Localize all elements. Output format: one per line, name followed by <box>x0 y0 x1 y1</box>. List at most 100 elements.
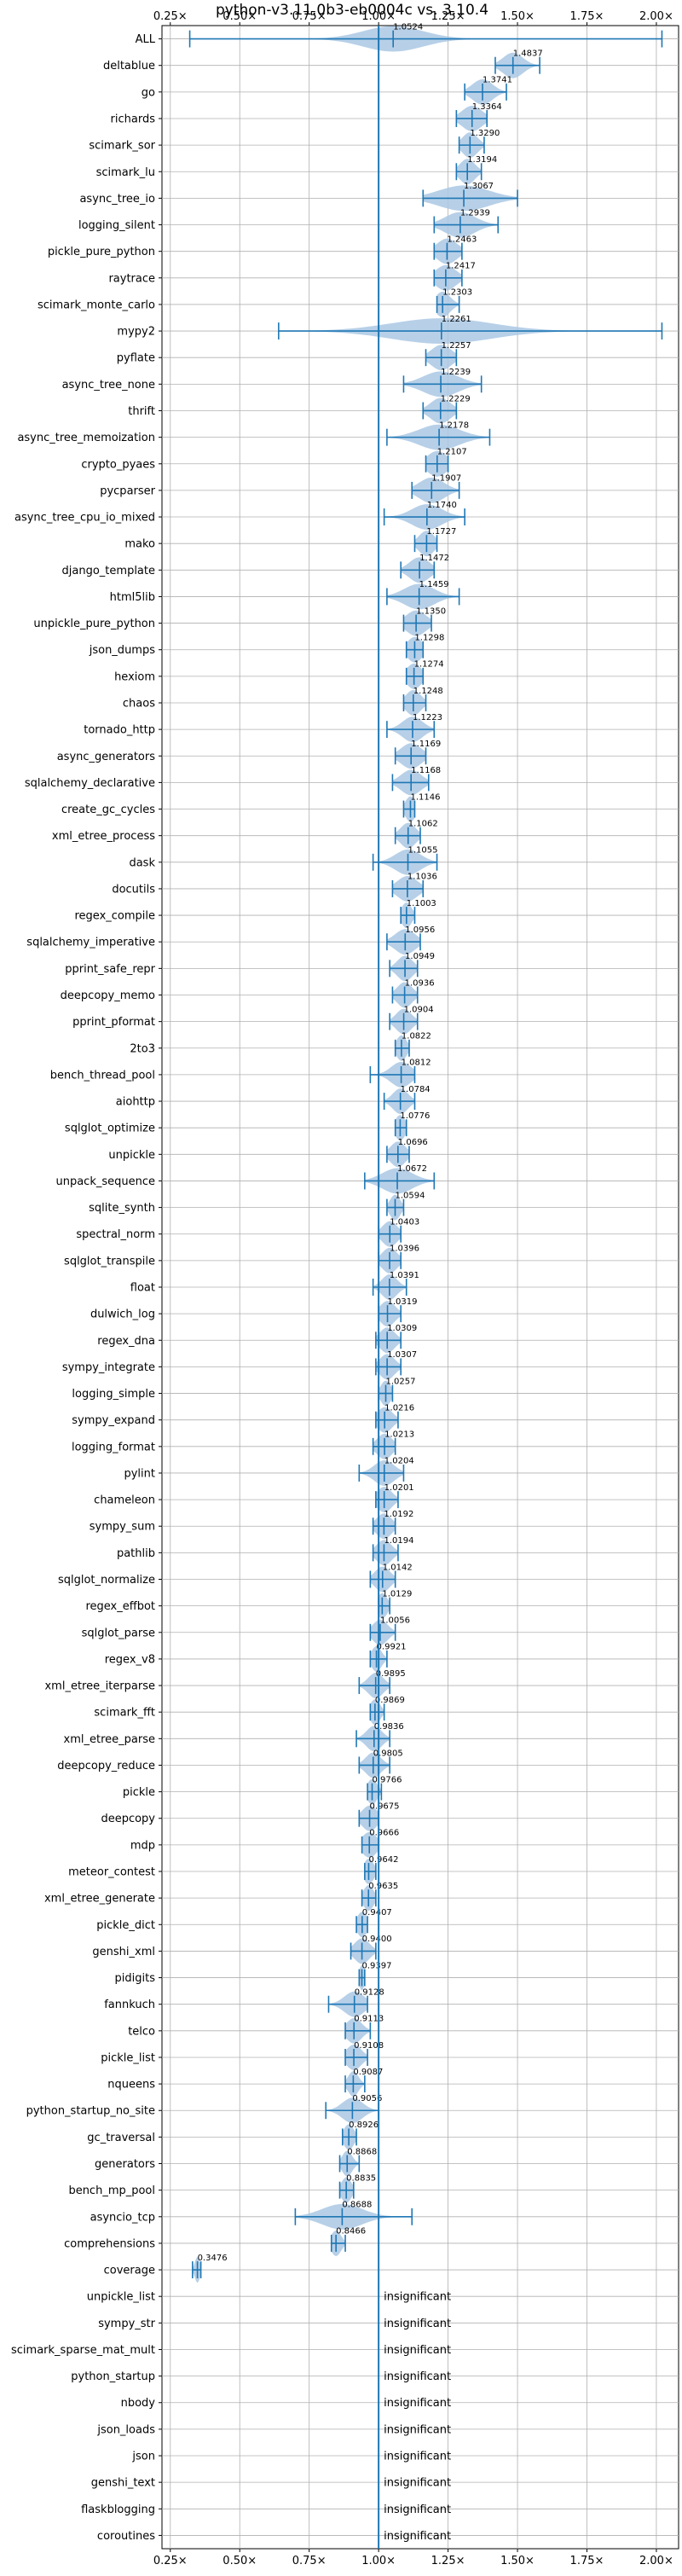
data-label: 1.1223 <box>413 713 442 722</box>
category-label: pathlib <box>117 1547 155 1560</box>
category-label: pickle <box>123 1786 155 1799</box>
data-label: 1.0904 <box>404 1005 434 1014</box>
data-label: 0.9666 <box>369 1829 399 1838</box>
data-label: 1.2939 <box>460 208 490 218</box>
category-label: raytrace <box>108 272 155 285</box>
data-label: 1.1003 <box>407 899 436 908</box>
data-label: 0.3476 <box>198 2254 228 2263</box>
category-label: coverage <box>104 2265 155 2277</box>
category-label: genshi_xml <box>92 1946 155 1958</box>
data-label: 1.0201 <box>384 1483 414 1493</box>
category-label: genshi_text <box>91 2477 155 2490</box>
x-tick-label-bottom: 2.00× <box>639 2555 673 2567</box>
category-label: deltablue <box>103 60 155 73</box>
data-label: 0.8835 <box>346 2173 376 2183</box>
data-label: 1.1907 <box>431 474 461 484</box>
x-tick-label-top: 0.25× <box>153 10 188 23</box>
category-label: async_generators <box>57 751 156 763</box>
category-label: unpickle_list <box>87 2291 155 2304</box>
x-tick-label-top: 2.00× <box>639 10 673 23</box>
category-label: 2to3 <box>130 1042 155 1055</box>
category-label: unpack_sequence <box>55 1175 155 1188</box>
data-label: 1.0056 <box>380 1616 410 1626</box>
data-label: 1.0309 <box>387 1324 417 1333</box>
insignificant-label: insignificant <box>384 2451 451 2463</box>
data-label: 1.0307 <box>387 1350 417 1360</box>
data-label: 1.1062 <box>408 819 438 828</box>
category-label: hexiom <box>114 670 155 683</box>
category-label: meteor_contest <box>68 1866 155 1879</box>
category-label: mypy2 <box>117 326 155 339</box>
category-label: aiohttp <box>116 1096 155 1109</box>
x-tick-label-bottom: 0.25× <box>153 2555 188 2567</box>
insignificant-label: insignificant <box>384 2344 451 2357</box>
data-label: 1.1298 <box>414 634 444 643</box>
data-label: 1.1146 <box>410 792 440 802</box>
insignificant-label: insignificant <box>384 2423 451 2436</box>
category-label: scimark_sor <box>89 140 155 153</box>
data-label: 0.9869 <box>375 1696 405 1705</box>
data-label: 1.0936 <box>405 978 435 988</box>
category-label: float <box>130 1282 155 1295</box>
data-label: 0.8868 <box>347 2147 377 2156</box>
category-label: logging_silent <box>78 219 155 232</box>
category-label: fannkuch <box>104 1999 155 2011</box>
data-label: 1.0204 <box>384 1457 414 1466</box>
x-tick-label-top: 1.00× <box>361 10 396 23</box>
category-label: telco <box>128 2025 155 2038</box>
category-label: sqlglot_parse <box>82 1627 155 1639</box>
x-tick-label-top: 0.75× <box>292 10 327 23</box>
data-label: 0.9836 <box>374 1722 404 1732</box>
data-label: 1.0784 <box>401 1085 431 1094</box>
data-label: 0.8688 <box>342 2201 372 2210</box>
category-label: tornado_http <box>84 724 155 737</box>
category-label: deepcopy_reduce <box>57 1760 155 1772</box>
category-label: django_template <box>62 565 155 577</box>
data-label: 1.2239 <box>441 368 471 377</box>
data-label: 0.9921 <box>377 1643 407 1652</box>
data-label: 0.9675 <box>370 1802 400 1812</box>
category-label: coroutines <box>97 2530 155 2543</box>
category-label: dask <box>129 856 155 869</box>
category-label: regex_compile <box>74 910 155 923</box>
data-label: 0.9087 <box>353 2068 383 2077</box>
category-label: pickle_pure_python <box>48 246 155 258</box>
data-label: 1.0129 <box>382 1589 412 1598</box>
x-tick-label-bottom: 1.00× <box>361 2555 396 2567</box>
x-tick-label-bottom: 1.75× <box>570 2555 604 2567</box>
category-label: pickle_list <box>101 2051 155 2064</box>
category-label: nqueens <box>107 2079 155 2092</box>
data-label: 1.0812 <box>402 1059 431 1068</box>
data-label: 1.1055 <box>408 846 438 856</box>
x-tick-label-top: 1.25× <box>431 10 465 23</box>
data-label: 1.0192 <box>384 1510 413 1519</box>
insignificant-label: insignificant <box>384 2318 451 2330</box>
data-label: 1.0396 <box>390 1244 419 1254</box>
data-label: 1.1472 <box>419 554 449 563</box>
insignificant-label: insignificant <box>384 2397 451 2410</box>
x-tick-label-bottom: 1.50× <box>500 2555 535 2567</box>
category-label: sympy_str <box>98 2318 155 2330</box>
data-label: 0.9128 <box>355 1987 384 1997</box>
data-label: 1.0776 <box>400 1111 430 1121</box>
data-label: 1.1248 <box>413 687 443 696</box>
data-label: 1.0822 <box>402 1032 431 1041</box>
category-label: deepcopy <box>101 1813 155 1825</box>
data-label: 1.0257 <box>386 1377 416 1386</box>
data-label: 0.9766 <box>373 1775 402 1784</box>
insignificant-label: insignificant <box>384 2530 451 2543</box>
data-label: 1.3364 <box>472 102 502 112</box>
category-label: crypto_pyaes <box>81 458 155 471</box>
x-tick-label-bottom: 0.75× <box>292 2555 327 2567</box>
category-label: create_gc_cycles <box>61 804 155 816</box>
category-label: json_dumps <box>89 644 155 657</box>
category-label: bench_thread_pool <box>50 1069 155 1082</box>
label-layer: 0.25× 0.25× 0.50× 0.50× 0.75× 0.75× 1.00× 1.00×… <box>11 10 673 2567</box>
category-label: scimark_lu <box>96 166 155 179</box>
data-label: 0.9397 <box>361 1961 391 1970</box>
data-label: 1.1459 <box>419 580 449 589</box>
category-label: pprint_pformat <box>72 1016 155 1029</box>
category-label: flaskblogging <box>81 2503 155 2516</box>
data-label: 1.1350 <box>416 606 446 616</box>
category-label: deepcopy_memo <box>61 989 155 1002</box>
